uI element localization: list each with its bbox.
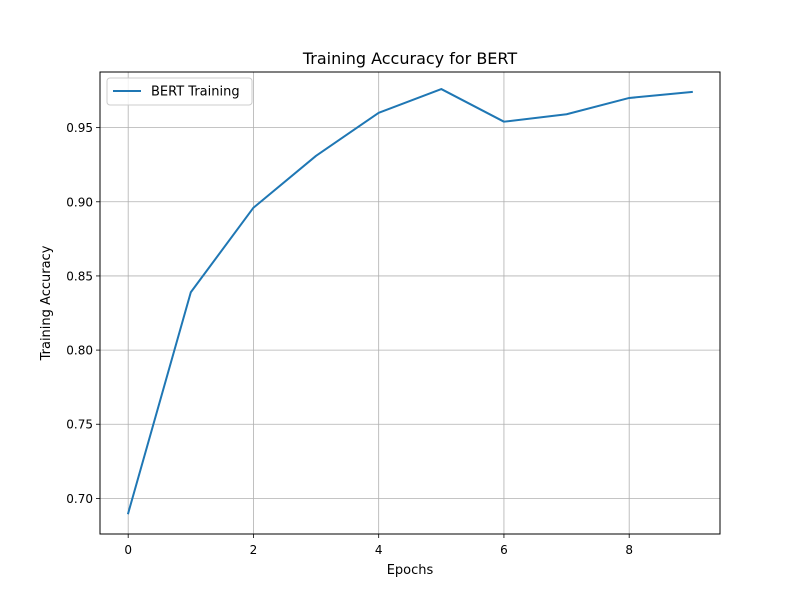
x-tick-label: 0 — [124, 543, 132, 557]
plot-frame — [99, 71, 721, 535]
legend-box — [106, 77, 253, 106]
data-point — [566, 113, 568, 115]
data-point — [503, 121, 505, 123]
data-point — [315, 155, 317, 157]
y-tick-label: 0.80 — [66, 344, 93, 358]
data-point — [252, 207, 254, 209]
data-point — [378, 112, 380, 114]
y-tick-label: 0.70 — [66, 492, 93, 506]
data-point — [628, 97, 630, 99]
chart-title: Training Accuracy for BERT — [302, 49, 517, 68]
series-layer — [126, 88, 693, 515]
x-tick-label: 4 — [375, 543, 383, 557]
x-tick-label: 8 — [625, 543, 633, 557]
legend: BERT Training — [106, 77, 253, 106]
series-line — [126, 88, 693, 515]
x-tick-label: 2 — [250, 543, 258, 557]
data-point — [190, 291, 192, 293]
x-axis-label: Epochs — [387, 563, 434, 578]
data-point — [691, 91, 693, 93]
y-axis-ticks: 0.70 0.75 0.80 0.85 0.90 0.95 — [66, 121, 100, 506]
y-tick-label: 0.85 — [66, 269, 93, 283]
y-tick-label: 0.90 — [66, 195, 93, 209]
x-tick-label: 6 — [500, 543, 508, 557]
data-point — [440, 88, 442, 90]
y-axis-label: Training Accuracy — [39, 245, 54, 361]
x-axis-ticks: 0 2 4 6 8 — [124, 534, 633, 557]
y-tick-label: 0.75 — [66, 418, 93, 432]
legend-label: BERT Training — [151, 85, 240, 100]
y-tick-label: 0.95 — [66, 121, 93, 135]
grid — [100, 72, 720, 534]
data-point — [127, 512, 129, 514]
